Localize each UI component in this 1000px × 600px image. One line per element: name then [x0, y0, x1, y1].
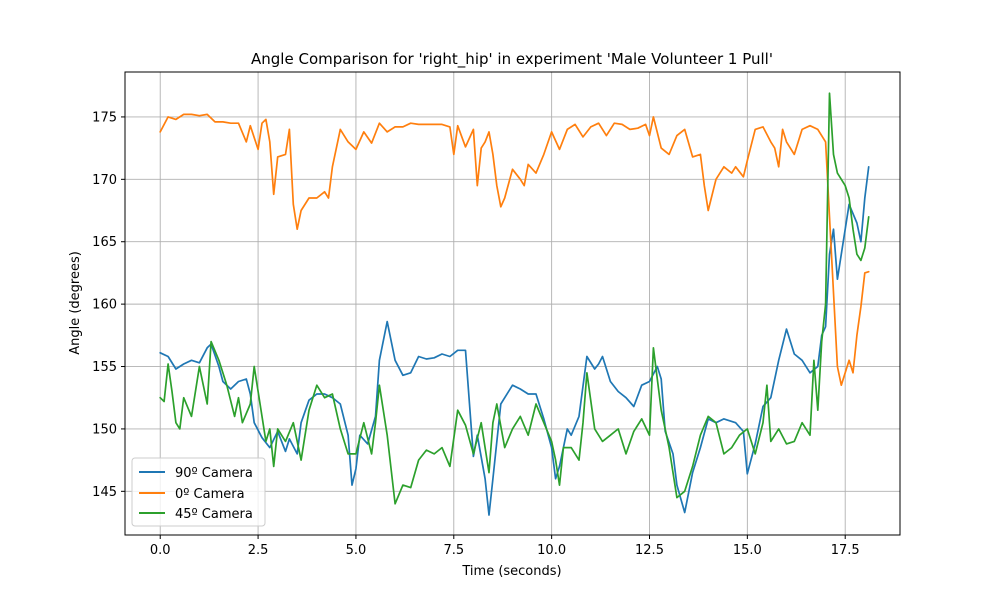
y-tick-label: 155: [92, 360, 117, 375]
series-line-0-camera: [159, 113, 870, 387]
y-tick-label: 175: [92, 110, 117, 125]
legend-box: [131, 457, 266, 527]
chart-title: Angle Comparison for 'right_hip' in expe…: [251, 50, 773, 69]
legend-label-0-camera: 0º Camera: [175, 487, 245, 502]
y-tick-label: 170: [92, 173, 117, 188]
x-tick-label: 15.0: [733, 543, 762, 558]
y-ticks: 145 150 155 160 165 170 175: [92, 110, 125, 500]
x-tick-label: 17.5: [831, 543, 860, 558]
series-layer: [159, 92, 870, 516]
legend-label-90-camera: 90º Camera: [175, 466, 253, 481]
x-tick-label: 5.0: [346, 543, 367, 558]
x-ticks: 0.0 2.5 5.0 7.5 10.0 12.5 15.0 17.5: [150, 535, 860, 558]
plot-frame: [124, 71, 901, 536]
series-line-45-camera: [159, 92, 870, 505]
x-tick-label: 0.0: [150, 543, 171, 558]
y-tick-label: 150: [92, 422, 117, 437]
x-tick-label: 2.5: [248, 543, 269, 558]
legend: 90º Camera 0º Camera 45º Camera: [131, 457, 266, 527]
x-tick-label: 10.0: [537, 543, 566, 558]
x-axis-label: Time (seconds): [461, 564, 561, 579]
legend-label-45-camera: 45º Camera: [175, 507, 253, 522]
y-tick-label: 160: [92, 298, 117, 313]
y-tick-label: 145: [92, 485, 117, 500]
x-tick-label: 12.5: [635, 543, 664, 558]
x-tick-label: 7.5: [443, 543, 464, 558]
series-line-90-camera: [159, 165, 870, 516]
y-axis-label: Angle (degrees): [68, 251, 83, 355]
y-tick-label: 165: [92, 235, 117, 250]
